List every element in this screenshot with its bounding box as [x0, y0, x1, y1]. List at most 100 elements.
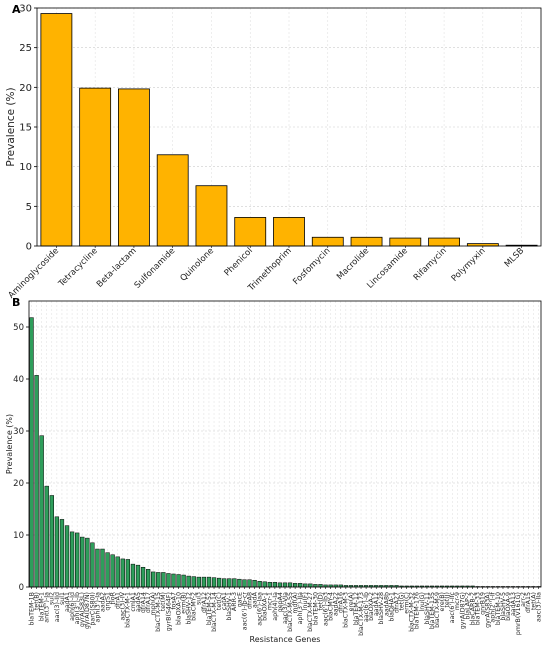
bar	[115, 556, 120, 588]
x-tick-label: Aminoglycoside	[7, 246, 62, 301]
bar	[389, 237, 422, 247]
x-tick-label: aph(6)-Id	[69, 592, 76, 621]
bar	[166, 573, 171, 588]
panel-letter: B	[12, 296, 20, 309]
x-tick-label: aph(3')-IIa	[297, 592, 304, 624]
x-tick-label: blaCTX-M-32	[409, 592, 416, 632]
x-tick-label: tet(C)	[216, 592, 223, 610]
x-tick-label: lnu(G)	[419, 592, 426, 612]
bar	[252, 579, 257, 588]
x-tick-label: dfrA12	[201, 592, 208, 613]
x-tick-label: sul2	[49, 592, 56, 605]
x-tick-label: qepA4	[277, 592, 284, 612]
plot-frame	[28, 300, 542, 588]
x-tick-label: tet(A)	[530, 592, 537, 610]
bar	[120, 558, 125, 588]
y-tick-label: 50	[13, 323, 24, 333]
x-tick-label: mdf(A)	[292, 592, 299, 614]
y-tick-label: 20	[13, 479, 24, 489]
x-tick-label: blaTEM-1B	[28, 592, 35, 625]
x-tick-label: MLSB	[503, 246, 527, 270]
bar	[272, 582, 278, 588]
bar	[171, 573, 176, 588]
x-tick-label: dfrA1	[115, 592, 122, 609]
x-tick-label: aph(4)-Ia	[272, 592, 279, 621]
x-tick-label: blaSHV-11	[424, 592, 431, 625]
x-tick-label: aph(2'')-If	[490, 591, 497, 622]
bar	[428, 237, 460, 247]
x-tick-label: blaCMY-2	[191, 592, 198, 621]
y-tick-label: 20	[19, 83, 32, 94]
x-tick-label: aadA	[251, 591, 258, 608]
x-tick-label: blaTEM-135	[429, 592, 436, 629]
bar	[156, 154, 189, 247]
bar	[79, 87, 112, 247]
bar	[298, 583, 303, 588]
bar	[110, 554, 115, 588]
x-tick-label: aph(3'')-Ib	[74, 592, 81, 624]
bar	[282, 582, 288, 588]
x-tick-label: Quinolone	[179, 246, 217, 284]
x-tick-label: blaOXA-2	[368, 592, 375, 621]
x-tick-label: Sulfonamide	[133, 246, 178, 291]
bar	[211, 577, 217, 588]
bar	[161, 572, 166, 588]
x-tick-label: catA1	[221, 592, 228, 610]
bar	[151, 571, 156, 588]
x-tick-label: tet(M)	[160, 592, 167, 611]
x-tick-label: parC(S80I)	[89, 592, 96, 626]
bar	[100, 548, 105, 588]
x-tick-label: aadA8b	[383, 592, 390, 616]
bar	[85, 537, 90, 588]
x-tick-label: gyrA(S83A)	[485, 592, 492, 628]
y-axis-label: Prevalence (%)	[5, 414, 14, 474]
x-tick-label: cmlA1	[130, 592, 137, 612]
bar	[29, 317, 34, 588]
x-tick-label: blaTEM-52	[206, 592, 213, 625]
bar	[176, 574, 181, 588]
bar	[201, 576, 207, 588]
x-tick-label: aph(3')-Ia	[94, 592, 101, 623]
x-tick-label: dfrA15	[525, 592, 532, 613]
bar	[34, 375, 39, 588]
x-tick-label: aac(6')-IIc	[449, 591, 456, 623]
x-tick-label: blaCTX-M-173	[358, 592, 365, 636]
x-tick-label: blaCMY-4	[328, 592, 335, 621]
bar	[130, 563, 136, 588]
bar	[64, 525, 70, 588]
y-tick-label: 0	[19, 583, 24, 593]
x-tick-label: blaTEM-30	[312, 592, 319, 625]
bar	[145, 569, 151, 588]
bar	[232, 578, 237, 588]
x-tick-label: pmrB(V161G)	[515, 592, 522, 635]
bar	[311, 236, 344, 247]
x-tick-label: dfrA14	[140, 592, 147, 613]
bar	[39, 435, 44, 588]
x-tick-label: blaCTX-M-55	[287, 592, 294, 632]
x-tick-label: blaTEM-176	[414, 592, 421, 629]
panel-letter: A	[12, 3, 21, 16]
x-tick-label: blaSHV-12	[186, 592, 193, 625]
bar	[222, 578, 227, 588]
bar	[69, 531, 75, 588]
x-tick-label: Tetracycline	[56, 246, 100, 290]
bar	[95, 548, 100, 588]
bar	[181, 574, 186, 588]
bar	[257, 581, 262, 588]
x-tick-label: aac(3)-IV	[120, 591, 127, 620]
y-tick-label: 5	[26, 202, 32, 213]
x-tick-label: aadA22	[333, 592, 340, 616]
x-tick-label: blaCTX-M-15	[155, 592, 162, 632]
x-tick-label: qacE	[236, 592, 243, 607]
x-tick-label: dfrA16	[338, 592, 345, 613]
x-tick-label: blaCTX-M-9	[434, 592, 441, 628]
x-tick-label: dfrA8	[246, 592, 253, 609]
x-tick-label: tet(B)	[33, 592, 40, 610]
x-tick-label: aadA12	[373, 592, 380, 616]
bar	[206, 576, 212, 588]
x-tick-label: blaTEM-12	[353, 592, 360, 625]
x-tick-label: Polymyxin	[450, 246, 488, 284]
x-tick-label: blaOXA-1	[262, 592, 269, 621]
x-tick-label: blaTEM-10	[495, 592, 502, 625]
